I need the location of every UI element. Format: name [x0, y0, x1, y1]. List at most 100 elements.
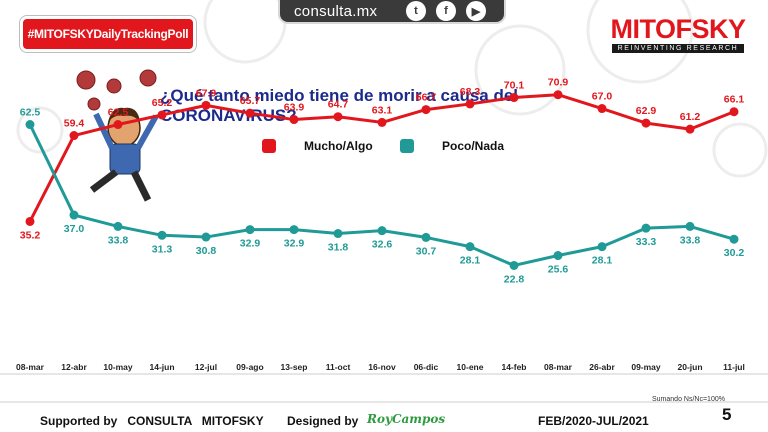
brand-tagline: REINVENTING RESEARCH — [612, 44, 744, 53]
data-point — [69, 210, 79, 220]
data-label: 30.8 — [196, 245, 217, 257]
youtube-icon[interactable]: ▶ — [466, 1, 486, 21]
data-point — [289, 115, 299, 125]
data-label: 33.8 — [680, 234, 701, 246]
data-point — [553, 251, 563, 261]
data-label: 62.5 — [108, 107, 129, 119]
data-label: 66.7 — [416, 92, 437, 104]
data-label: 68.3 — [460, 86, 481, 98]
data-label: 22.8 — [504, 273, 525, 285]
data-label: 63.1 — [372, 104, 393, 116]
data-point — [157, 110, 167, 120]
x-tick-label: 12-abr — [61, 362, 87, 372]
data-label: 32.9 — [284, 238, 305, 250]
designed-by-label: Designed by — [287, 414, 359, 428]
data-label: 62.5 — [20, 107, 41, 119]
data-label: 63.9 — [284, 102, 305, 114]
data-label: 28.1 — [460, 255, 481, 267]
data-label: 70.1 — [504, 80, 525, 92]
data-label: 31.3 — [152, 243, 173, 255]
data-point — [377, 226, 387, 236]
data-label: 66.1 — [724, 94, 745, 106]
facebook-icon[interactable]: f — [436, 1, 456, 21]
data-point — [597, 242, 607, 252]
chart-question: ¿Qué tanto miedo tiene de morir a causa … — [160, 86, 519, 125]
legend-label: Poco/Nada — [442, 139, 505, 153]
data-label: 65.7 — [240, 95, 261, 107]
x-tick-label: 14-jun — [149, 362, 174, 372]
data-point — [113, 120, 123, 130]
brand-logo: MITOFSKY REINVENTING RESEARCH — [608, 14, 748, 53]
x-tick-label: 08-mar — [16, 362, 45, 372]
x-tick-label: 09-ago — [236, 362, 263, 372]
x-tick-label: 08-mar — [544, 362, 573, 372]
data-point — [201, 100, 211, 110]
data-point — [333, 229, 343, 239]
data-label: 28.1 — [592, 255, 613, 267]
data-label: 33.8 — [108, 234, 129, 246]
x-tick-label: 14-feb — [501, 362, 526, 372]
data-point — [641, 118, 651, 128]
data-label: 33.3 — [636, 236, 657, 248]
top-bar: consulta.mx t f ▶ — [278, 0, 506, 24]
supported-by: Supported by CONSULTA MITOFSKY — [40, 414, 264, 428]
legend-item-mucho-algo: Mucho/Algo — [262, 139, 373, 153]
x-tick-label: 10-may — [103, 362, 133, 372]
period-label: FEB/2020-JUL/2021 — [538, 414, 649, 428]
data-point — [421, 232, 431, 242]
x-tick-label: 11-oct — [326, 362, 351, 372]
twitter-icon[interactable]: t — [406, 1, 426, 21]
data-point — [509, 260, 519, 270]
data-point — [157, 230, 167, 240]
site-link[interactable]: consulta.mx — [294, 2, 378, 20]
data-label: 61.2 — [680, 111, 701, 123]
data-label: 64.7 — [328, 99, 349, 111]
data-point — [641, 223, 651, 233]
virus-illustration — [76, 69, 157, 111]
data-point — [729, 234, 739, 244]
data-point — [201, 232, 211, 242]
data-label: 30.2 — [724, 247, 745, 259]
x-tick-label: 13-sep — [281, 362, 308, 372]
data-label: 37.0 — [64, 223, 85, 235]
legend-swatch-teal — [400, 139, 414, 153]
data-point — [113, 221, 123, 231]
data-label: 35.2 — [20, 229, 41, 241]
brand-name: MITOFSKY — [610, 14, 746, 44]
x-tick-label: 11-jul — [723, 362, 745, 372]
designer-signature: RoyCampos — [367, 412, 446, 426]
hashtag-badge: #MITOFSKYDailyTrackingPoll — [23, 19, 193, 49]
x-tick-label: 09-may — [631, 362, 661, 372]
data-point — [245, 108, 255, 118]
data-label: 32.6 — [372, 239, 393, 251]
data-label: 67.9 — [196, 87, 217, 99]
supported-label: Supported by — [40, 414, 118, 428]
data-label: 32.9 — [240, 238, 261, 250]
legend-label: Mucho/Algo — [304, 139, 373, 153]
data-point — [509, 93, 519, 103]
data-point — [69, 131, 79, 141]
data-label: 67.0 — [592, 91, 613, 103]
data-point — [597, 104, 607, 114]
data-point — [421, 105, 431, 115]
legend-item-poco-nada: Poco/Nada — [400, 139, 504, 153]
data-point — [25, 216, 35, 226]
x-tick-label: 26-abr — [589, 362, 615, 372]
data-point — [377, 117, 387, 127]
data-label: 70.9 — [548, 77, 569, 89]
x-tick-label: 20-jun — [677, 362, 702, 372]
x-tick-label: 16-nov — [368, 362, 396, 372]
data-point — [289, 225, 299, 235]
data-point — [553, 90, 563, 100]
data-label: 30.7 — [416, 245, 437, 257]
data-point — [465, 99, 475, 109]
data-point — [25, 120, 35, 130]
data-label: 59.4 — [64, 118, 85, 130]
data-label: 25.6 — [548, 264, 569, 276]
data-label: 31.8 — [328, 242, 349, 254]
data-point — [245, 225, 255, 235]
data-point — [729, 107, 739, 117]
data-point — [333, 112, 343, 122]
